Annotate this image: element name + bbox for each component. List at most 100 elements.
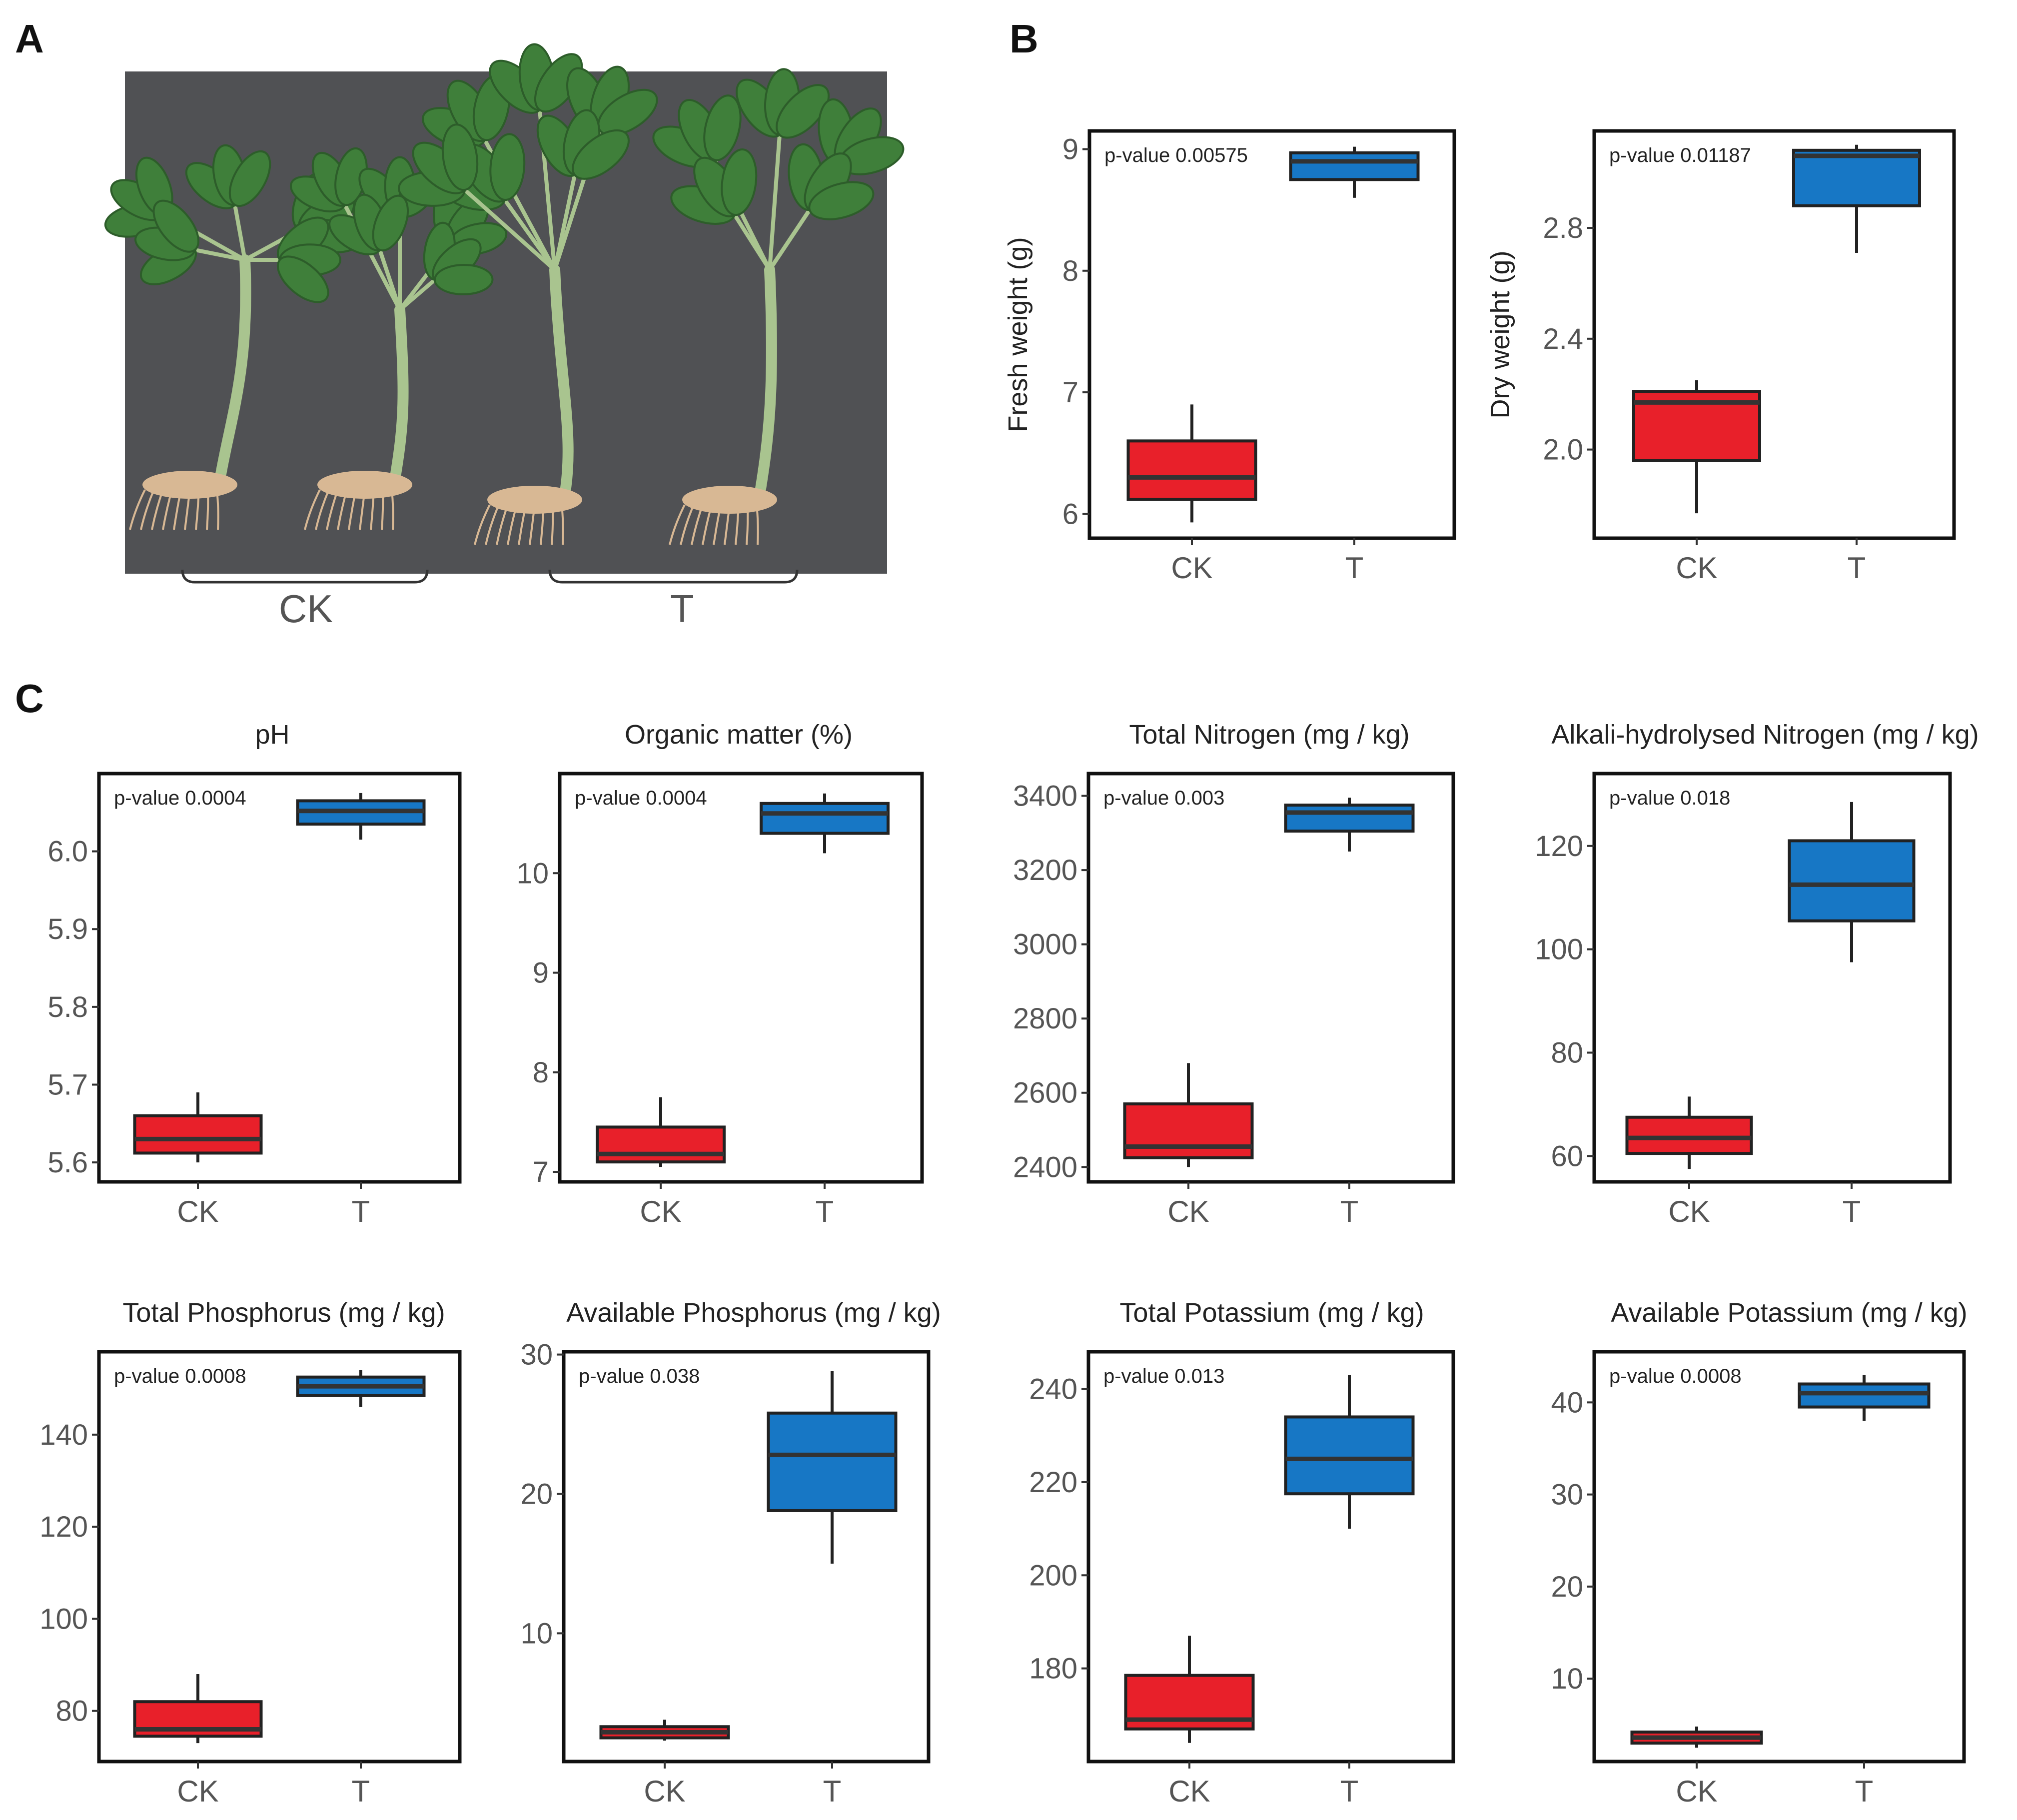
p-value-annotation: p-value 0.038 bbox=[579, 1365, 700, 1387]
p-value-annotation: p-value 0.01187 bbox=[1609, 144, 1751, 166]
plant-petiole bbox=[768, 134, 782, 270]
x-category-label: CK bbox=[1676, 1775, 1717, 1808]
plant-rootlet bbox=[746, 504, 749, 545]
y-tick-label: 5.8 bbox=[47, 991, 88, 1023]
x-category-label: CK bbox=[177, 1195, 218, 1228]
total-potassium-chart: Total Potassium (mg / kg) 180 200 220 240 CK T… bbox=[1029, 1298, 1455, 1808]
box-iqr bbox=[596, 1125, 726, 1164]
plant-rootlet bbox=[496, 504, 509, 545]
t-group-label: T bbox=[670, 587, 694, 631]
plant-rootlet bbox=[680, 504, 695, 545]
p-value-annotation: p-value 0.00575 bbox=[1104, 144, 1248, 166]
plant-leaf bbox=[441, 123, 479, 191]
panel-letter-c: C bbox=[15, 676, 44, 721]
y-tick-label: 3200 bbox=[1013, 854, 1077, 887]
y-tick-label: 7 bbox=[1062, 376, 1078, 409]
plot-frame bbox=[1087, 129, 1456, 540]
plant-rootlet bbox=[206, 489, 209, 530]
y-tick-label: 6 bbox=[1062, 498, 1078, 530]
plant-rootlet bbox=[529, 504, 536, 545]
box-ck bbox=[1123, 1063, 1254, 1167]
y-tick-label: 2.8 bbox=[1543, 212, 1583, 244]
y-tick-label: 220 bbox=[1029, 1466, 1077, 1499]
plant-leaf bbox=[276, 255, 329, 303]
plant-rootlet bbox=[184, 489, 191, 530]
y-tick-label: 8 bbox=[1062, 255, 1078, 287]
available-potassium-chart: Available Potassium (mg / kg) 10 20 30 40 CK T… bbox=[1551, 1298, 1967, 1808]
plant-rootlet bbox=[485, 504, 500, 545]
box-ck bbox=[133, 1092, 263, 1163]
x-category-label: T bbox=[352, 1775, 370, 1808]
plant-leaf bbox=[489, 133, 526, 201]
box-iqr bbox=[1798, 1382, 1931, 1409]
p-value-annotation: p-value 0.0008 bbox=[114, 1365, 246, 1387]
plot-frame bbox=[1592, 772, 1952, 1184]
y-tick-label: 180 bbox=[1029, 1653, 1077, 1685]
y-tick-label: 3400 bbox=[1013, 780, 1077, 813]
plant-root bbox=[682, 486, 777, 514]
box-ck bbox=[133, 1674, 263, 1744]
chart-title: Organic matter (%) bbox=[625, 720, 853, 750]
y-tick-label: 20 bbox=[1551, 1571, 1583, 1603]
y-tick-label: 30 bbox=[520, 1339, 553, 1371]
y-tick-label: 120 bbox=[1535, 830, 1583, 863]
plant-leaf bbox=[228, 150, 271, 207]
alkali-hydrolysed-nitrogen-chart: Alkali-hydrolysed Nitrogen (mg / kg) 60 80… bbox=[1535, 720, 1979, 1228]
y-tick-label: 60 bbox=[1551, 1140, 1583, 1172]
box-ck bbox=[1632, 380, 1761, 514]
plant-rootlet bbox=[702, 504, 713, 545]
y-tick-label: 5.9 bbox=[47, 913, 88, 945]
box-iqr bbox=[1788, 839, 1916, 922]
plant-rootlet bbox=[391, 489, 394, 530]
plant-photo bbox=[104, 43, 905, 574]
plot-frame bbox=[1086, 1350, 1455, 1764]
plot-frame bbox=[1086, 772, 1455, 1184]
chart-title: Available Phosphorus (mg / kg) bbox=[566, 1298, 941, 1328]
box-ck bbox=[596, 1097, 726, 1167]
x-category-label: T bbox=[816, 1195, 834, 1228]
x-category-label: CK bbox=[177, 1775, 218, 1808]
box-iqr bbox=[767, 1411, 898, 1512]
p-value-annotation: p-value 0.003 bbox=[1103, 787, 1224, 809]
ck-group-label: CK bbox=[279, 587, 333, 631]
plant-petiole bbox=[398, 278, 436, 312]
x-category-label: T bbox=[823, 1775, 842, 1808]
y-tick-label: 2600 bbox=[1013, 1077, 1077, 1109]
plant-petiole bbox=[378, 249, 402, 311]
plant-leaf bbox=[152, 199, 200, 253]
box-t bbox=[1284, 798, 1415, 852]
plot-frame bbox=[1592, 129, 1956, 540]
x-category-label: CK bbox=[1167, 1195, 1209, 1228]
p-value-annotation: p-value 0.018 bbox=[1609, 787, 1730, 809]
y-tick-label: 8 bbox=[533, 1056, 549, 1089]
plant-petiole bbox=[194, 248, 245, 262]
plant-stem bbox=[549, 264, 574, 500]
plant-rootlet bbox=[735, 504, 740, 545]
plant-rootlet bbox=[162, 489, 173, 530]
plant-rootlet bbox=[337, 489, 348, 530]
plant-rootlet bbox=[359, 489, 366, 530]
y-tick-label: 10 bbox=[520, 1617, 553, 1650]
plant-root bbox=[317, 471, 412, 499]
chart-title: Total Phosphorus (mg / kg) bbox=[122, 1298, 445, 1328]
plant-rootlet bbox=[129, 489, 146, 530]
ph-chart: pH 5.6 5.7 5.8 5.9 6.0 CK Tp-value 0.0004 bbox=[47, 720, 462, 1228]
y-tick-label: 140 bbox=[39, 1419, 88, 1451]
plant-rootlet bbox=[216, 489, 219, 530]
y-tick-label: 240 bbox=[1029, 1373, 1077, 1406]
plant-4 bbox=[652, 68, 905, 545]
box-ck bbox=[1126, 404, 1257, 523]
box-t bbox=[296, 1370, 426, 1407]
plant-rootlet bbox=[669, 504, 686, 545]
y-tick-label: 30 bbox=[1551, 1479, 1583, 1511]
plant-rootlet bbox=[173, 489, 182, 530]
t-bracket bbox=[548, 569, 799, 584]
y-tick-label: 100 bbox=[39, 1603, 88, 1635]
plant-petiole bbox=[233, 204, 247, 260]
plant-rootlet bbox=[326, 489, 339, 530]
box-t bbox=[1289, 146, 1420, 198]
ginseng-plants bbox=[104, 43, 905, 545]
available-phosphorus-chart: Available Phosphorus (mg / kg) 10 20 30 CK Tp… bbox=[520, 1298, 941, 1808]
plant-rootlet bbox=[151, 489, 164, 530]
plant-rootlet bbox=[507, 504, 518, 545]
